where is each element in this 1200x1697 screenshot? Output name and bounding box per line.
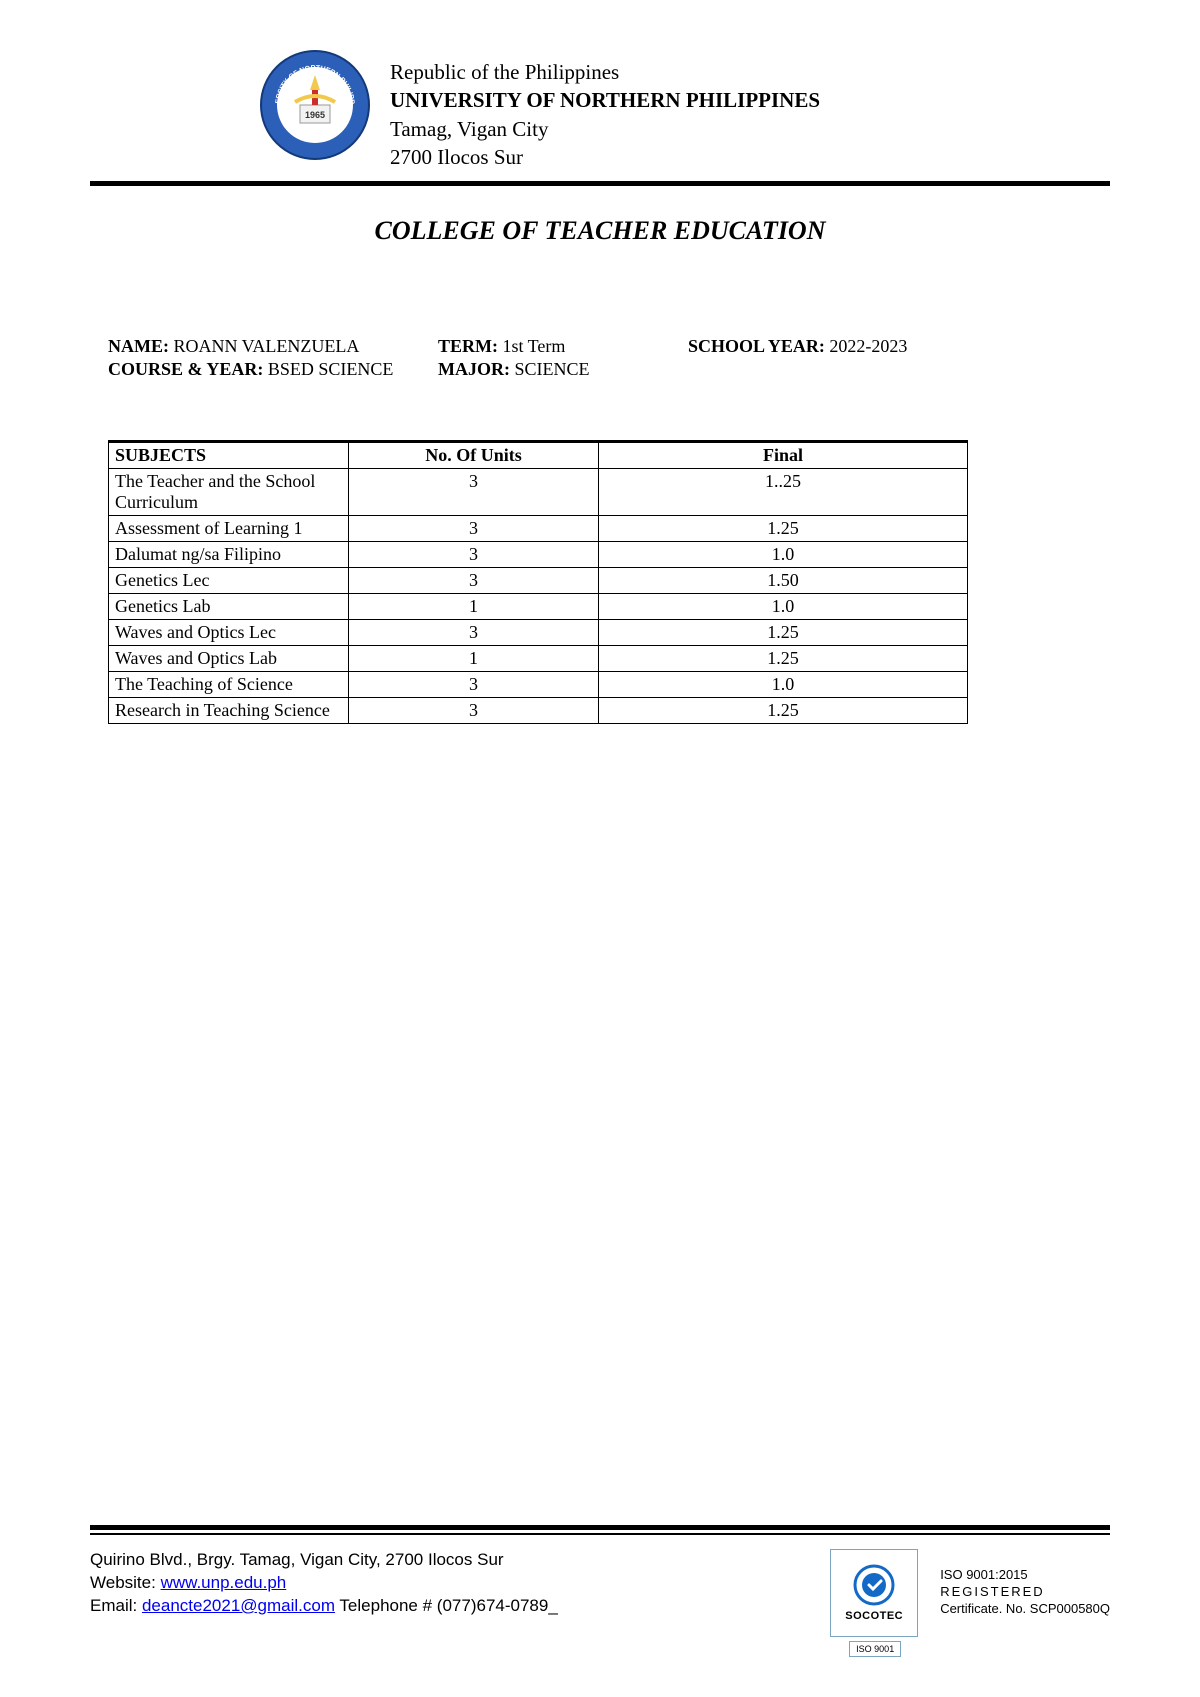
certification-text: ISO 9001:2015 REGISTERED Certificate. No…: [940, 1549, 1110, 1618]
cell-final: 1.0: [599, 672, 968, 698]
term-value: 1st Term: [503, 336, 566, 356]
header-final: Final: [599, 442, 968, 469]
header-subjects: SUBJECTS: [109, 442, 349, 469]
schoolyear-label: SCHOOL YEAR:: [688, 336, 825, 356]
cell-final: 1.25: [599, 620, 968, 646]
cell-subject: Research in Teaching Science: [109, 698, 349, 724]
footer-email-line: Email: deancte2021@gmail.com Telephone #…: [90, 1595, 810, 1618]
cell-subject: The Teacher and the School Curriculum: [109, 469, 349, 516]
page-footer: Quirino Blvd., Brgy. Tamag, Vigan City, …: [90, 1525, 1110, 1657]
cell-units: 3: [349, 672, 599, 698]
term-field: TERM: 1st Term: [438, 336, 688, 357]
cell-units: 3: [349, 516, 599, 542]
table-row: Research in Teaching Science31.25: [109, 698, 968, 724]
major-value: SCIENCE: [514, 359, 589, 379]
course-label: COURSE & YEAR:: [108, 359, 263, 379]
table-row: Genetics Lec31.50: [109, 568, 968, 594]
university-seal-icon: UNIVERSITY OF NORTHERN PHILIPPINES 1965: [260, 50, 370, 160]
table-row: The Teaching of Science31.0: [109, 672, 968, 698]
table-row: Waves and Optics Lab11.25: [109, 646, 968, 672]
cell-subject: Dalumat ng/sa Filipino: [109, 542, 349, 568]
term-label: TERM:: [438, 336, 498, 356]
phone-label: Telephone #: [335, 1596, 437, 1615]
cell-subject: Genetics Lec: [109, 568, 349, 594]
website-link[interactable]: www.unp.edu.ph: [161, 1573, 287, 1592]
cell-units: 3: [349, 469, 599, 516]
footer-contact: Quirino Blvd., Brgy. Tamag, Vigan City, …: [90, 1549, 810, 1618]
table-header-row: SUBJECTS No. Of Units Final: [109, 442, 968, 469]
cell-units: 3: [349, 542, 599, 568]
footer-content: Quirino Blvd., Brgy. Tamag, Vigan City, …: [90, 1549, 1110, 1657]
socotec-box: SOCOTEC: [830, 1549, 918, 1637]
major-field: MAJOR: SCIENCE: [438, 359, 688, 380]
footer-divider-thin: [90, 1533, 1110, 1535]
document-page: UNIVERSITY OF NORTHERN PHILIPPINES 1965 …: [0, 0, 1200, 1697]
name-value: ROANN VALENZUELA: [174, 336, 360, 356]
cell-final: 1.0: [599, 594, 968, 620]
iso-tag: ISO 9001: [849, 1641, 901, 1657]
footer-divider-thick: [90, 1525, 1110, 1530]
table-row: Assessment of Learning 131.25: [109, 516, 968, 542]
table-row: Waves and Optics Lec31.25: [109, 620, 968, 646]
cell-final: 1.25: [599, 646, 968, 672]
info-row-2: COURSE & YEAR: BSED SCIENCE MAJOR: SCIEN…: [108, 359, 1110, 380]
header-divider: [90, 181, 1110, 186]
footer-website-line: Website: www.unp.edu.ph: [90, 1572, 810, 1595]
phone-value: (077)674-0789_: [437, 1596, 558, 1615]
cert-line2: REGISTERED: [940, 1584, 1110, 1601]
letterhead: UNIVERSITY OF NORTHERN PHILIPPINES 1965 …: [260, 50, 1110, 171]
cell-final: 1.25: [599, 698, 968, 724]
grades-table: SUBJECTS No. Of Units Final The Teacher …: [108, 440, 968, 724]
city-line: Tamag, Vigan City: [390, 115, 820, 143]
footer-address: Quirino Blvd., Brgy. Tamag, Vigan City, …: [90, 1549, 810, 1572]
letterhead-text: Republic of the Philippines UNIVERSITY O…: [390, 50, 820, 171]
cell-final: 1.0: [599, 542, 968, 568]
schoolyear-field: SCHOOL YEAR: 2022-2023: [688, 336, 1110, 357]
major-label: MAJOR:: [438, 359, 510, 379]
cell-units: 1: [349, 594, 599, 620]
schoolyear-value: 2022-2023: [829, 336, 907, 356]
email-label: Email:: [90, 1596, 142, 1615]
cell-units: 1: [349, 646, 599, 672]
table-row: The Teacher and the School Curriculum31.…: [109, 469, 968, 516]
socotec-brand: SOCOTEC: [845, 1610, 903, 1622]
cell-subject: Genetics Lab: [109, 594, 349, 620]
info-row-1: NAME: ROANN VALENZUELA TERM: 1st Term SC…: [108, 336, 1110, 357]
cell-subject: The Teaching of Science: [109, 672, 349, 698]
cert-line3: Certificate. No. SCP000580Q: [940, 1601, 1110, 1618]
republic-line: Republic of the Philippines: [390, 58, 820, 86]
cell-final: 1.25: [599, 516, 968, 542]
table-row: Genetics Lab11.0: [109, 594, 968, 620]
cell-subject: Waves and Optics Lec: [109, 620, 349, 646]
university-name: UNIVERSITY OF NORTHERN PHILIPPINES: [390, 86, 820, 114]
website-label: Website:: [90, 1573, 161, 1592]
cell-units: 3: [349, 620, 599, 646]
course-value: BSED SCIENCE: [268, 359, 394, 379]
cell-final: 1..25: [599, 469, 968, 516]
course-field: COURSE & YEAR: BSED SCIENCE: [108, 359, 438, 380]
cell-subject: Waves and Optics Lab: [109, 646, 349, 672]
college-title: COLLEGE OF TEACHER EDUCATION: [90, 216, 1110, 246]
header-units: No. Of Units: [349, 442, 599, 469]
cert-line1: ISO 9001:2015: [940, 1567, 1110, 1584]
socotec-icon: [853, 1564, 895, 1606]
email-link[interactable]: deancte2021@gmail.com: [142, 1596, 335, 1615]
cell-units: 3: [349, 698, 599, 724]
cell-subject: Assessment of Learning 1: [109, 516, 349, 542]
zip-line: 2700 Ilocos Sur: [390, 143, 820, 171]
cell-units: 3: [349, 568, 599, 594]
table-row: Dalumat ng/sa Filipino31.0: [109, 542, 968, 568]
name-label: NAME:: [108, 336, 169, 356]
socotec-badge: SOCOTEC ISO 9001: [830, 1549, 920, 1657]
name-field: NAME: ROANN VALENZUELA: [108, 336, 438, 357]
cell-final: 1.50: [599, 568, 968, 594]
svg-text:1965: 1965: [305, 110, 325, 120]
